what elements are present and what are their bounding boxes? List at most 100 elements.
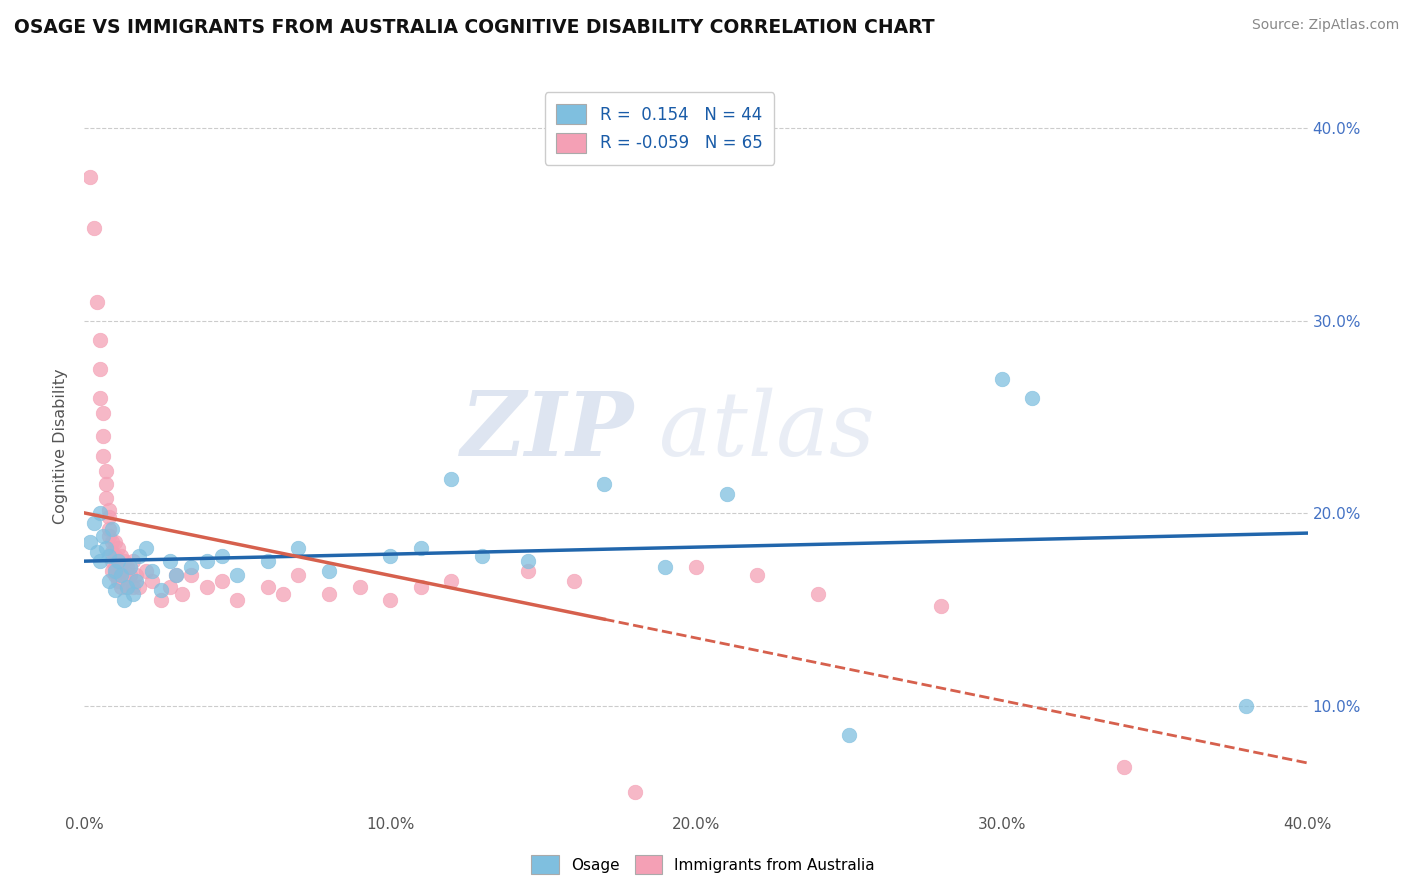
Point bbox=[112, 593, 135, 607]
Point bbox=[141, 574, 163, 588]
Point bbox=[94, 541, 117, 555]
Point bbox=[685, 560, 707, 574]
Point bbox=[101, 564, 124, 578]
Legend: R =  0.154   N = 44, R = -0.059   N = 65: R = 0.154 N = 44, R = -0.059 N = 65 bbox=[544, 92, 773, 165]
Point bbox=[89, 333, 111, 347]
Point bbox=[91, 429, 114, 443]
Point bbox=[716, 487, 738, 501]
Point bbox=[94, 491, 117, 505]
Point bbox=[807, 587, 830, 601]
Point bbox=[440, 574, 463, 588]
Point bbox=[380, 593, 402, 607]
Point bbox=[195, 580, 218, 594]
Point bbox=[104, 535, 127, 549]
Point bbox=[120, 560, 142, 574]
Point bbox=[593, 477, 616, 491]
Point bbox=[110, 568, 132, 582]
Point bbox=[257, 554, 280, 568]
Point bbox=[135, 564, 157, 578]
Point bbox=[120, 568, 142, 582]
Point bbox=[562, 574, 585, 588]
Point bbox=[747, 568, 769, 582]
Point bbox=[89, 507, 111, 521]
Point bbox=[287, 541, 309, 555]
Legend: Osage, Immigrants from Australia: Osage, Immigrants from Australia bbox=[524, 849, 882, 880]
Point bbox=[1114, 760, 1136, 774]
Point bbox=[516, 554, 538, 568]
Point bbox=[104, 560, 127, 574]
Point bbox=[86, 545, 108, 559]
Point bbox=[122, 580, 145, 594]
Point bbox=[271, 587, 294, 601]
Point bbox=[107, 554, 129, 568]
Text: atlas: atlas bbox=[659, 388, 875, 475]
Point bbox=[195, 554, 218, 568]
Point bbox=[257, 580, 280, 594]
Point bbox=[1236, 698, 1258, 713]
Point bbox=[112, 568, 135, 582]
Point bbox=[115, 580, 138, 594]
Point bbox=[409, 541, 432, 555]
Point bbox=[149, 593, 172, 607]
Point bbox=[97, 522, 120, 536]
Point bbox=[104, 564, 127, 578]
Point bbox=[1021, 391, 1043, 405]
Point bbox=[211, 574, 233, 588]
Point bbox=[83, 516, 105, 530]
Point bbox=[110, 549, 132, 563]
Point bbox=[471, 549, 494, 563]
Point bbox=[318, 564, 340, 578]
Point bbox=[409, 580, 432, 594]
Point bbox=[654, 560, 676, 574]
Point bbox=[91, 449, 114, 463]
Point bbox=[91, 529, 114, 543]
Point bbox=[112, 554, 135, 568]
Point bbox=[86, 294, 108, 309]
Point bbox=[141, 564, 163, 578]
Point bbox=[159, 580, 181, 594]
Point bbox=[172, 587, 194, 601]
Point bbox=[624, 785, 647, 799]
Point bbox=[115, 580, 138, 594]
Point bbox=[128, 580, 150, 594]
Point bbox=[89, 391, 111, 405]
Point bbox=[125, 574, 148, 588]
Text: Source: ZipAtlas.com: Source: ZipAtlas.com bbox=[1251, 18, 1399, 32]
Point bbox=[226, 568, 249, 582]
Point bbox=[107, 574, 129, 588]
Point bbox=[318, 587, 340, 601]
Point bbox=[165, 568, 187, 582]
Point bbox=[128, 549, 150, 563]
Point bbox=[440, 472, 463, 486]
Point bbox=[83, 221, 105, 235]
Point bbox=[101, 522, 124, 536]
Point bbox=[180, 560, 202, 574]
Point bbox=[107, 554, 129, 568]
Point bbox=[107, 541, 129, 555]
Point bbox=[125, 568, 148, 582]
Point bbox=[101, 535, 124, 549]
Point bbox=[89, 362, 111, 376]
Point bbox=[838, 728, 860, 742]
Point bbox=[101, 545, 124, 559]
Point bbox=[211, 549, 233, 563]
Point bbox=[94, 464, 117, 478]
Point bbox=[89, 554, 111, 568]
Point bbox=[180, 568, 202, 582]
Point bbox=[110, 564, 132, 578]
Text: OSAGE VS IMMIGRANTS FROM AUSTRALIA COGNITIVE DISABILITY CORRELATION CHART: OSAGE VS IMMIGRANTS FROM AUSTRALIA COGNI… bbox=[14, 18, 935, 37]
Point bbox=[287, 568, 309, 582]
Point bbox=[226, 593, 249, 607]
Point bbox=[104, 568, 127, 582]
Point bbox=[149, 583, 172, 598]
Point bbox=[91, 406, 114, 420]
Point bbox=[104, 583, 127, 598]
Point bbox=[97, 529, 120, 543]
Point bbox=[516, 564, 538, 578]
Point bbox=[115, 560, 138, 574]
Point bbox=[991, 371, 1014, 385]
Point bbox=[135, 541, 157, 555]
Point bbox=[349, 580, 371, 594]
Point bbox=[380, 549, 402, 563]
Point bbox=[101, 554, 124, 568]
